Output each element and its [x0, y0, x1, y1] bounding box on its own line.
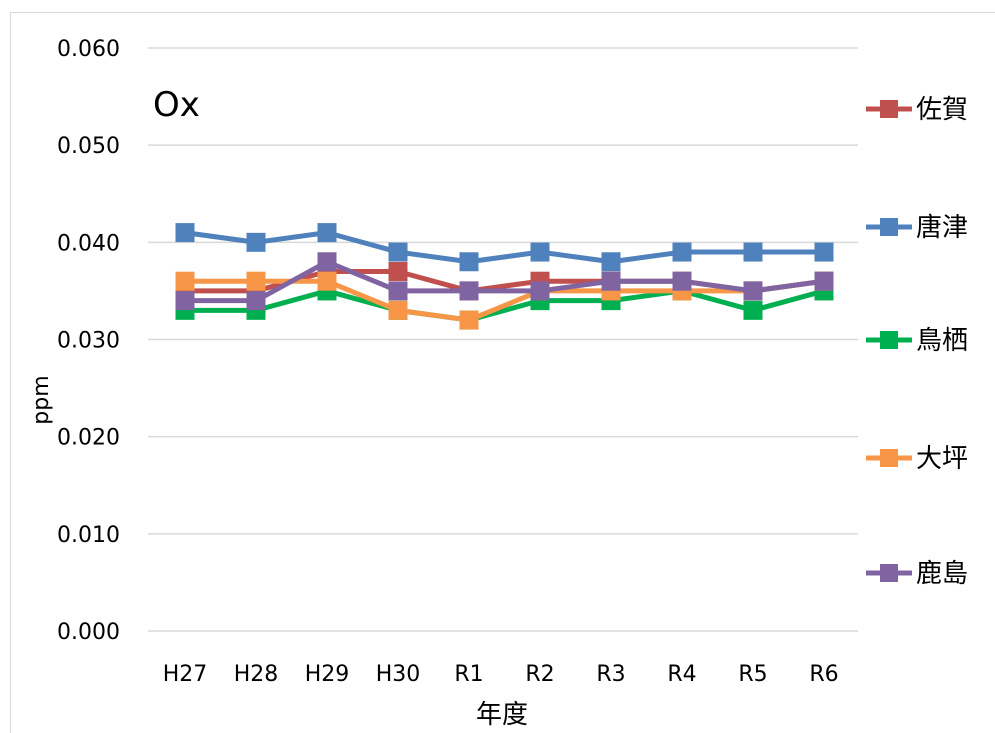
data-point [175, 291, 195, 311]
y-tick-label: 0.040 [57, 231, 120, 256]
x-tick-label: H27 [163, 662, 208, 687]
data-point [814, 271, 834, 291]
data-point [388, 261, 408, 281]
data-point [814, 242, 834, 262]
x-tick-label: R3 [596, 662, 625, 687]
data-point [672, 271, 692, 291]
data-point [743, 300, 763, 320]
data-point [601, 271, 621, 291]
x-tick-label: R4 [667, 662, 696, 687]
x-tick-label: R2 [525, 662, 554, 687]
data-point [672, 242, 692, 262]
series-2 [175, 223, 834, 272]
legend-marker [880, 331, 898, 349]
legend-label: 大坪 [916, 444, 968, 474]
x-tick-label: H30 [376, 662, 421, 687]
legend-label: 鳥栖 [916, 326, 968, 356]
x-tick-label: R6 [809, 662, 838, 687]
data-point [317, 252, 337, 272]
data-point [601, 252, 621, 272]
x-axis-ticks: H27 H28 H29 H30 R1 R2 R3 R4 R5 R6 [163, 662, 839, 687]
legend-marker [880, 564, 898, 582]
y-tick-label: 0.020 [57, 426, 120, 451]
series-line [185, 288, 825, 323]
chart-frame [10, 12, 995, 733]
y-tick-label: 0.050 [57, 134, 120, 159]
data-point [459, 252, 479, 272]
legend-item: 鹿島 [866, 559, 968, 589]
series-lines [175, 223, 834, 330]
data-point [246, 271, 266, 291]
gridlines [148, 47, 858, 632]
legend-label: 佐賀 [916, 95, 968, 125]
legend-label: 唐津 [916, 213, 968, 243]
x-axis-label: 年度 [476, 700, 528, 730]
data-point [530, 281, 550, 301]
x-tick-label: R5 [738, 662, 767, 687]
data-point [743, 242, 763, 262]
data-point [175, 271, 195, 291]
data-point [530, 242, 550, 262]
y-tick-label: 0.010 [57, 523, 120, 548]
y-tick-label: 0.000 [57, 620, 120, 645]
legend-item: 唐津 [866, 213, 968, 243]
series-line [184, 230, 824, 265]
legend-label: 鹿島 [916, 559, 968, 589]
x-tick-label: H28 [234, 662, 279, 687]
legend-item: 佐賀 [866, 95, 968, 125]
legend-item: 大坪 [866, 444, 968, 474]
series-4 [175, 271, 834, 330]
y-tick-label: 0.030 [57, 329, 120, 354]
data-point [246, 232, 266, 252]
y-axis-label: ppm [29, 375, 54, 424]
y-tick-label: 0.060 [57, 37, 120, 62]
series-5 [175, 252, 834, 311]
legend-marker [880, 218, 898, 236]
data-point [388, 300, 408, 320]
x-tick-label: H29 [305, 662, 350, 687]
data-point [388, 242, 408, 262]
data-point [388, 281, 408, 301]
series-line [185, 259, 825, 304]
data-point [246, 291, 266, 311]
data-point [743, 281, 763, 301]
data-point [317, 223, 337, 243]
chart-title: Ox [153, 85, 200, 125]
x-tick-label: R1 [454, 662, 483, 687]
data-point [459, 281, 479, 301]
legend-marker [880, 449, 898, 467]
data-point [459, 310, 479, 330]
legend-item: 鳥栖 [866, 326, 968, 356]
legend-marker [880, 100, 898, 118]
data-point [317, 271, 337, 291]
y-axis-ticks: 0.000 0.010 0.020 0.030 0.040 0.050 0.060 [57, 37, 120, 645]
data-point [175, 223, 195, 243]
